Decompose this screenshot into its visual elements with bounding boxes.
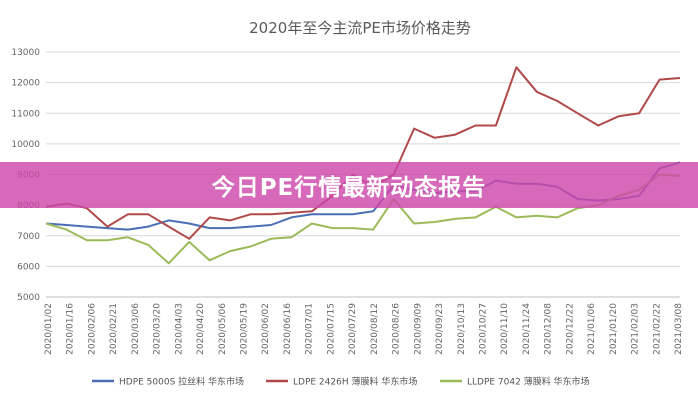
x-tick-label: 2020/08/26 (392, 303, 402, 355)
legend: HDPE 5000S 拉丝料 华东市场 LDPE 2426H 薄膜料 华东市场 LL… (92, 376, 590, 388)
x-tick-label: 2020/10/27 (478, 303, 488, 355)
x-tick-label: 2020/02/21 (109, 303, 119, 355)
x-tick-label: 2020/04/03 (174, 303, 184, 355)
x-tick-label: 2020/01/16 (66, 303, 76, 355)
x-tick-label: 2020/10/13 (457, 303, 467, 355)
x-tick-label: 2020/07/15 (326, 303, 336, 355)
x-tick-label: 2020/12/08 (544, 303, 554, 355)
y-tick-label: 6000 (17, 262, 40, 272)
x-tick-label: 2020/02/06 (87, 303, 97, 355)
x-tick-label: 2020/06/02 (261, 303, 271, 355)
x-tick-label: 2020/09/09 (413, 303, 423, 355)
y-tick-label: 10000 (11, 140, 40, 150)
y-tick-label: 5000 (17, 293, 40, 303)
y-tick-label: 7000 (17, 232, 40, 242)
x-tick-label: 2020/04/20 (196, 303, 206, 355)
legend-label-2: LLDPE 7042 薄膜料 华东市场 (467, 376, 590, 388)
x-tick-label: 2021/02/22 (652, 303, 662, 355)
legend-label-1: LDPE 2426H 薄膜料 华东市场 (293, 376, 417, 388)
x-tick-label: 2020/07/01 (305, 303, 315, 355)
x-tick-label: 2020/05/06 (218, 303, 228, 355)
x-tick-label: 2021/01/06 (587, 303, 597, 355)
y-tick-label: 11000 (11, 109, 40, 119)
x-tick-label: 2021/03/08 (674, 303, 684, 355)
headline-banner: 今日PE行情最新动态报告 (0, 162, 698, 208)
x-tick-label: 2020/05/19 (240, 303, 250, 355)
chart-title: 2020年至今主流PE市场价格走势 (249, 19, 471, 37)
x-tick-label: 2021/01/20 (609, 303, 619, 355)
x-tick-label: 2020/03/20 (153, 303, 163, 355)
x-tick-label: 2020/11/10 (500, 303, 510, 355)
headline-text: 今日PE行情最新动态报告 (211, 175, 487, 201)
x-tick-label: 2020/08/12 (370, 303, 380, 355)
y-tick-label: 12000 (11, 79, 40, 89)
x-tick-label: 2020/12/22 (565, 303, 575, 355)
series-line-2 (45, 173, 681, 265)
x-axis-ticks: 2020/01/02 2020/01/16 2020/02/06 2020/02/21… (44, 303, 684, 355)
y-tick-label: 13000 (11, 48, 40, 58)
legend-label-0: HDPE 5000S 拉丝料 华东市场 (119, 376, 244, 388)
x-tick-label: 2020/07/29 (348, 303, 358, 355)
x-tick-label: 2020/11/24 (522, 303, 532, 355)
x-tick-label: 2020/01/02 (44, 303, 54, 355)
x-tick-label: 2020/09/23 (435, 303, 445, 355)
x-tick-label: 2021/02/03 (631, 303, 641, 355)
x-tick-label: 2020/03/06 (131, 303, 141, 355)
x-tick-label: 2020/06/16 (283, 303, 293, 355)
